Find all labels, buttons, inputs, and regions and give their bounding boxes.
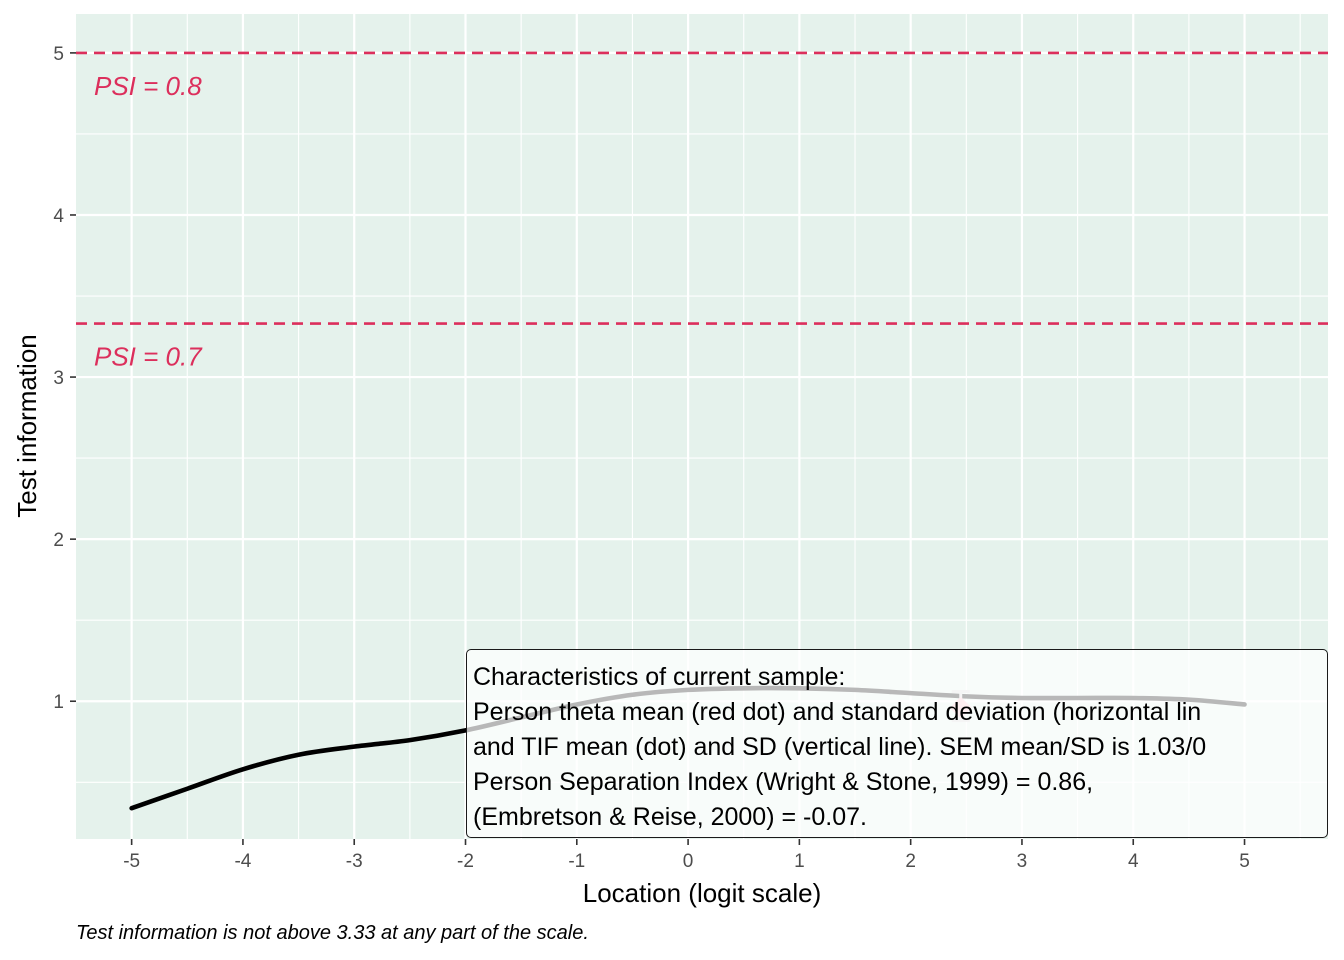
x-tick-label: -2	[457, 851, 474, 872]
y-tick-label: 5	[53, 44, 64, 65]
x-tick-label: 1	[794, 851, 805, 872]
psi-reference-label: PSI = 0.8	[94, 71, 202, 101]
reference-lines: PSI = 0.8 PSI = 0.7	[76, 51, 1328, 372]
info-line: Person theta mean (red dot) and standard…	[473, 698, 1202, 726]
info-line: Characteristics of current sample:	[473, 663, 846, 691]
info-line: and TIF mean (dot) and SD (vertical line…	[473, 733, 1207, 761]
y-tick-label: 2	[53, 530, 64, 551]
x-tick-label: -3	[346, 851, 363, 872]
sample-characteristics-box: Characteristics of current sample: Perso…	[466, 649, 1328, 838]
x-tick-label: 2	[905, 851, 916, 872]
y-axis-title: Test information	[12, 334, 42, 518]
chart-caption: Test information is not above 3.33 at an…	[76, 922, 589, 944]
y-tick-label: 3	[53, 368, 64, 389]
x-tick-label: 0	[683, 851, 694, 872]
psi-reference-label: PSI = 0.7	[94, 342, 203, 372]
info-line: (Embretson & Reise, 2000) = -0.07.	[473, 803, 867, 831]
x-tick-label: 3	[1017, 851, 1028, 872]
x-axis-title: Location (logit scale)	[583, 878, 821, 908]
x-tick-label: -5	[123, 851, 140, 872]
x-tick-label: 5	[1239, 851, 1250, 872]
x-tick-label: 4	[1128, 851, 1139, 872]
x-tick-label: -4	[234, 851, 251, 872]
info-line: Person Separation Index (Wright & Stone,…	[473, 768, 1094, 796]
y-tick-label: 1	[53, 692, 64, 713]
y-tick-label: 4	[53, 206, 64, 227]
x-tick-label: -1	[568, 851, 585, 872]
axis-ticks: -5 -4 -3 -2 -1 0 1 2 3 4 5 1 2 3 4 5	[53, 44, 1249, 872]
